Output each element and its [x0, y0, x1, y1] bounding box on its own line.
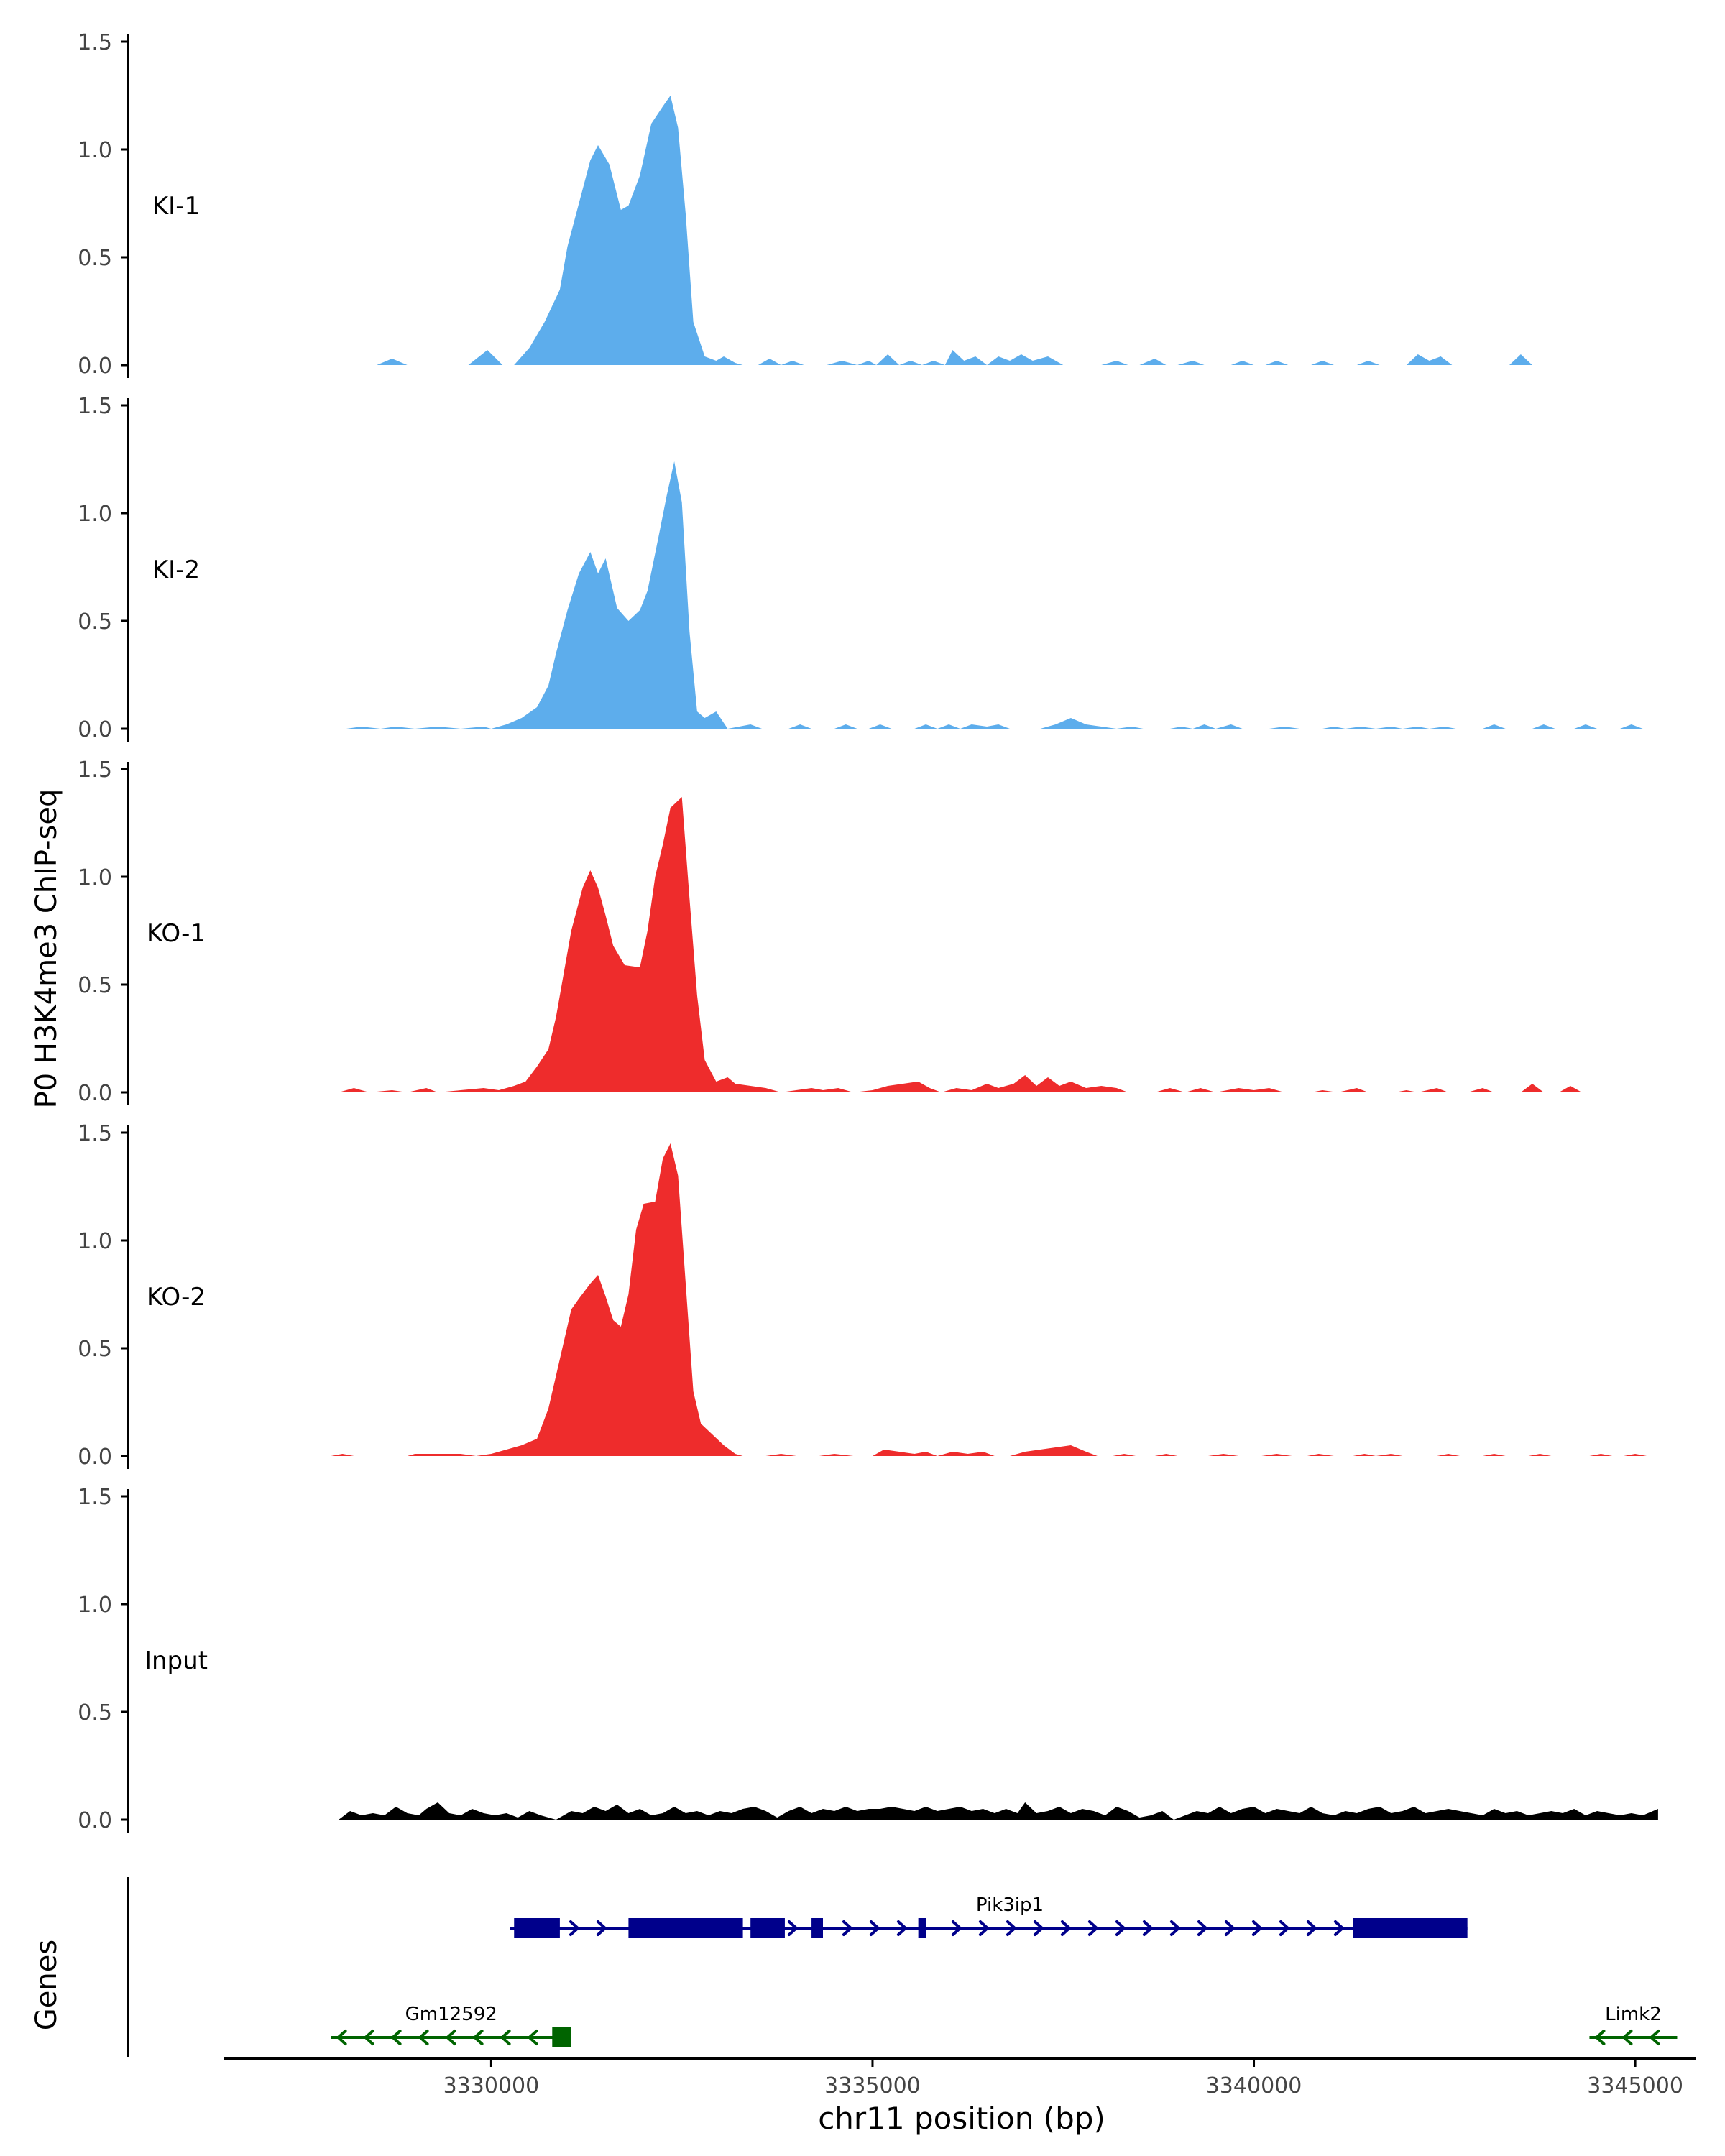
strand-arrow	[1197, 1920, 1208, 1936]
axes-layer: 3330000 3335000 3340000 3345000	[126, 1877, 1696, 2099]
strand-arrow	[473, 2030, 484, 2045]
y-axis-title: P0 H3K4me3 ChIP-seq	[30, 789, 63, 1109]
y-tick-label: 1.0	[78, 865, 112, 890]
strand-arrow	[1595, 2030, 1606, 2045]
y-tick-label: 0.5	[78, 246, 112, 271]
exon-block	[811, 1918, 823, 1938]
y-tick-label: 0.0	[78, 1081, 112, 1106]
signal-area-ko-2	[331, 1143, 1647, 1456]
y-tick-label: 0.0	[78, 354, 112, 379]
strand-arrow	[1060, 1920, 1071, 1936]
strand-arrow	[1142, 1920, 1153, 1936]
exon-block	[514, 1918, 560, 1938]
strand-arrow	[1650, 2030, 1660, 2045]
strand-arrow	[418, 2030, 429, 2045]
x-tick-label: 3340000	[1206, 2073, 1302, 2099]
y-tick-label: 0.5	[78, 973, 112, 998]
strand-arrow	[1169, 1920, 1180, 1936]
gene-pik3ip1: Pik3ip1	[510, 1894, 1468, 1938]
track-label: KI-2	[152, 556, 200, 584]
track-ko-2: 0.0 0.5 1.0 1.5 KO-2	[78, 1121, 1647, 1470]
exon-block	[628, 1918, 743, 1938]
strand-arrow	[951, 1920, 962, 1936]
strand-arrow	[896, 1920, 907, 1936]
track-ki-2: 0.0 0.5 1.0 1.5 KI-2	[78, 394, 1643, 742]
strand-arrow	[1224, 1920, 1235, 1936]
strand-arrow	[446, 2030, 456, 2045]
track-label: Input	[144, 1646, 208, 1675]
track-input: 0.0 0.5 1.0 1.5 Input	[78, 1485, 1658, 1833]
strand-arrow	[569, 1920, 579, 1936]
strand-arrow	[978, 1920, 989, 1936]
y-tick-label: 1.0	[78, 502, 112, 527]
gene-limk2: Limk2	[1589, 2004, 1678, 2045]
strand-arrow	[391, 2030, 402, 2045]
x-tick-label: 3335000	[824, 2073, 921, 2099]
gene-label: Limk2	[1605, 2004, 1662, 2025]
signal-area-ki-2	[346, 461, 1643, 729]
strand-arrow	[1115, 1920, 1126, 1936]
y-tick-label: 1.5	[78, 757, 112, 783]
strand-arrow	[596, 1920, 607, 1936]
signal-area-ki-1	[339, 96, 1532, 365]
strand-arrow	[1306, 1920, 1317, 1936]
x-tick-label: 3345000	[1587, 2073, 1683, 2099]
exon-block	[750, 1918, 785, 1938]
track-ki-1: 0.0 0.5 1.0 1.5 KI-1	[78, 30, 1532, 379]
y-tick-label: 1.0	[78, 1229, 112, 1254]
strand-arrow	[787, 1920, 798, 1936]
track-label: KI-1	[152, 192, 200, 221]
signal-area-ko-1	[339, 797, 1582, 1092]
y-tick-label: 1.0	[78, 1593, 112, 1618]
track-ko-1: 0.0 0.5 1.0 1.5 KO-1	[78, 757, 1582, 1106]
strand-arrow	[1006, 1920, 1016, 1936]
x-axis-title: chr11 position (bp)	[818, 2101, 1105, 2136]
x-tick-label: 3330000	[443, 2073, 540, 2099]
tracks-layer: 0.0 0.5 1.0 1.5 KI-1 0.0 0.5 1.0 1.5 KI-2 0.0 0.5 1.…	[78, 30, 1658, 1833]
strand-arrow	[500, 2030, 511, 2045]
gene-gm12592: Gm12592	[331, 2004, 571, 2047]
exon-block	[552, 2027, 571, 2047]
strand-arrow	[1279, 1920, 1289, 1936]
y-tick-label: 1.5	[78, 1485, 112, 1510]
y-tick-label: 1.5	[78, 1121, 112, 1146]
y-tick-label: 0.5	[78, 1700, 112, 1726]
strand-arrow	[336, 2030, 347, 2045]
signal-area-input	[339, 1802, 1658, 1820]
strand-arrow	[1622, 2030, 1633, 2045]
track-label: KO-2	[147, 1283, 206, 1312]
genes-layer: Pik3ip1 Gm12592 Limk2	[331, 1894, 1678, 2047]
exon-block	[918, 1918, 926, 1938]
y-tick-label: 1.0	[78, 138, 112, 163]
y-tick-label: 1.5	[78, 30, 112, 55]
strand-arrow	[528, 2030, 538, 2045]
y-tick-label: 0.0	[78, 1445, 112, 1470]
strand-arrow	[364, 2030, 374, 2045]
gene-label: Pik3ip1	[976, 1894, 1044, 1916]
exon-block	[1353, 1918, 1468, 1938]
y-tick-label: 0.0	[78, 717, 112, 742]
y-tick-label: 1.5	[78, 394, 112, 419]
y-tick-label: 0.0	[78, 1808, 112, 1833]
strand-arrow	[1033, 1920, 1044, 1936]
strand-arrow	[842, 1920, 852, 1936]
y-tick-label: 0.5	[78, 609, 112, 635]
y-tick-label: 0.5	[78, 1337, 112, 1362]
genes-axis-title: Genes	[30, 1940, 63, 2030]
strand-arrow	[869, 1920, 880, 1936]
gene-label: Gm12592	[405, 2004, 497, 2025]
strand-arrow	[1087, 1920, 1098, 1936]
strand-arrow	[1333, 1920, 1344, 1936]
track-label: KO-1	[147, 919, 206, 948]
strand-arrow	[1251, 1920, 1262, 1936]
